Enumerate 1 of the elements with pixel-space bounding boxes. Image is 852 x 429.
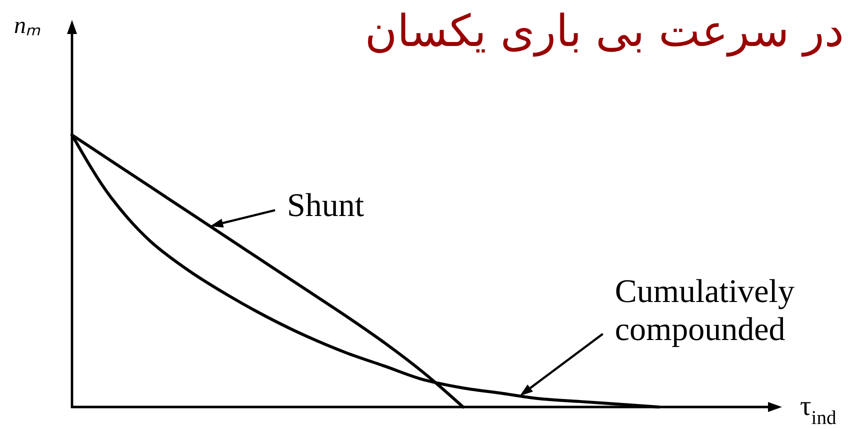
title: در سرعت بی باری یکسان: [364, 6, 844, 57]
